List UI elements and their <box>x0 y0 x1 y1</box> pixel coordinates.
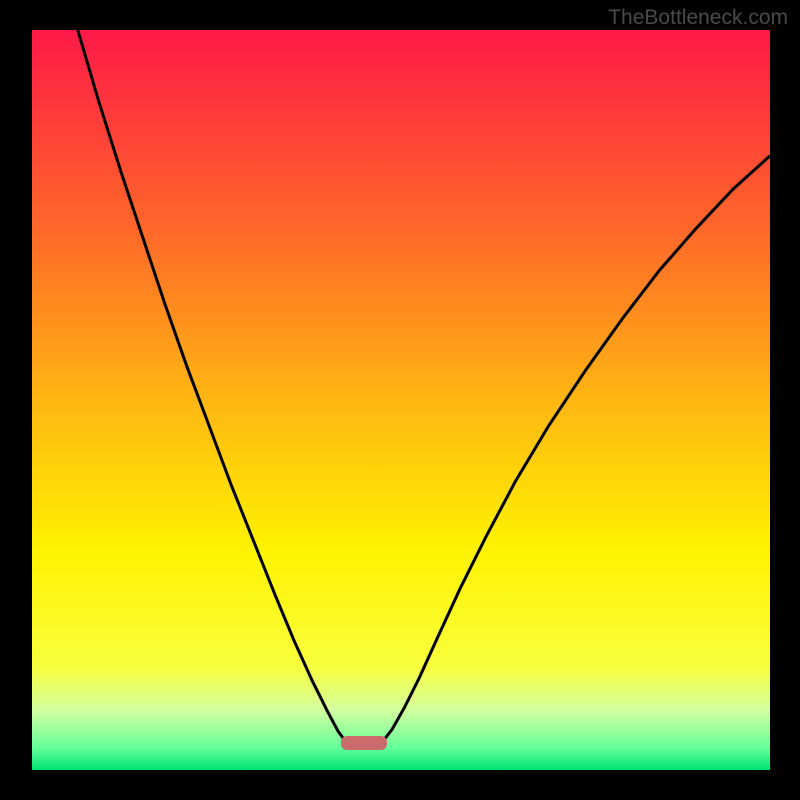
watermark-text: TheBottleneck.com <box>608 6 788 30</box>
curve-right <box>382 156 770 743</box>
plot-area <box>32 30 770 770</box>
bottleneck-marker <box>341 736 387 750</box>
chart-svg <box>32 30 770 770</box>
curve-left <box>78 30 347 743</box>
